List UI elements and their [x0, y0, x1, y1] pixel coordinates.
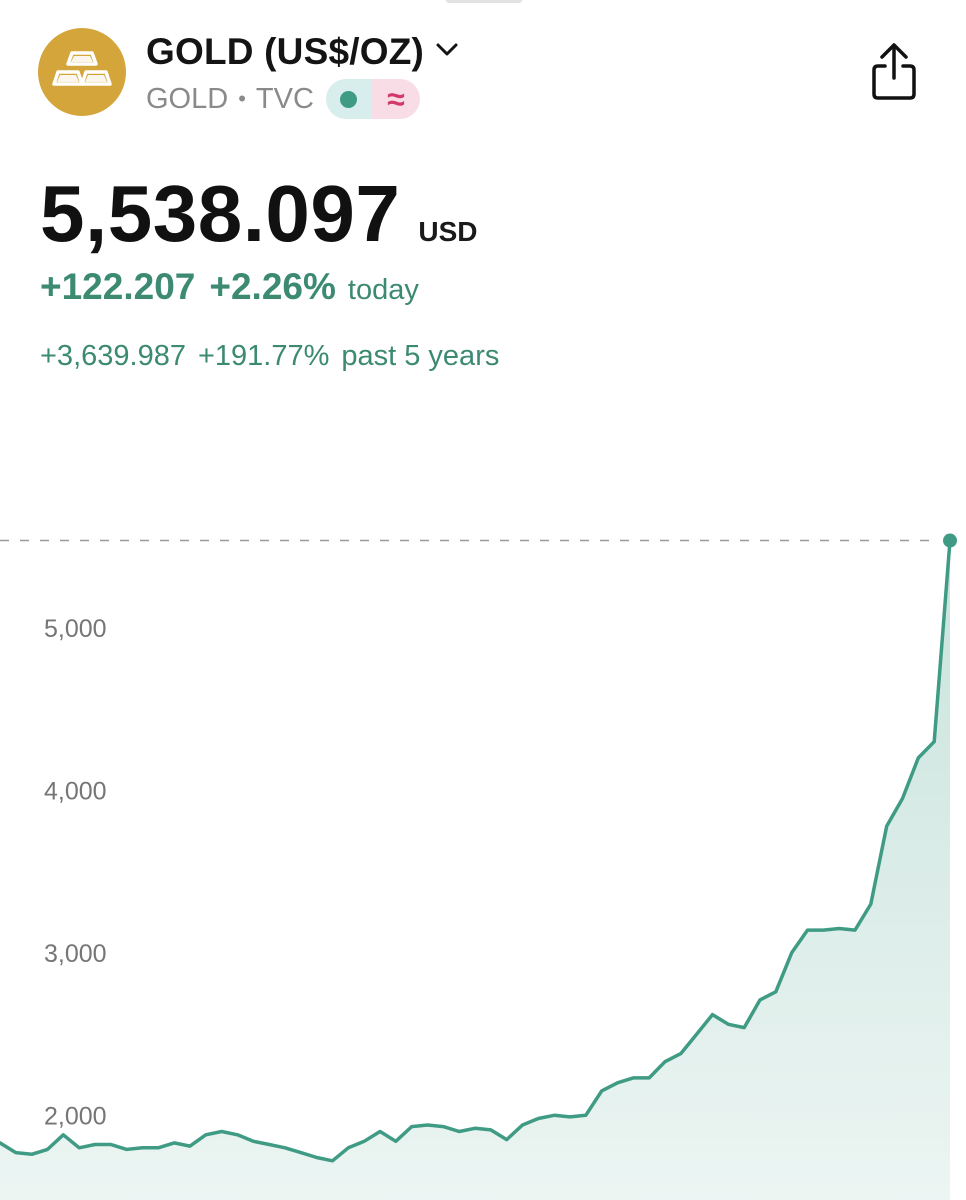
sheet-handle[interactable]	[446, 0, 522, 3]
current-price: 5,538.097	[40, 169, 401, 258]
symbol-selector[interactable]: GOLD (US$/OZ)	[146, 30, 458, 74]
price-chart[interactable]: 2,000 3,000 4,000 5,000	[0, 500, 966, 1200]
y-tick-label: 4,000	[44, 777, 107, 805]
change-period-percent: +191.77%	[197, 340, 330, 372]
exchange-name: TVC	[255, 82, 314, 115]
symbol-title: GOLD (US$/OZ)	[146, 31, 425, 72]
change-today-percent: +2.26%	[209, 266, 336, 307]
separator-dot: •	[238, 86, 246, 111]
gold-bars-icon	[38, 28, 126, 116]
currency-label: USD	[418, 216, 478, 247]
change-today-label: today	[347, 274, 419, 306]
price-line	[0, 538, 952, 1163]
symbol-code: GOLD	[146, 82, 229, 115]
price-area-fill	[0, 540, 950, 1200]
market-status-badges[interactable]: ≈	[325, 79, 420, 119]
delayed-data-icon[interactable]: ≈	[371, 79, 420, 119]
change-today: +122.207 +2.26% today	[40, 266, 419, 308]
share-icon[interactable]	[868, 42, 920, 102]
symbol-subtitle: GOLD • TVC ≈	[146, 78, 420, 120]
change-period: +3,639.987 +191.77% past 5 years	[40, 340, 499, 373]
change-period-value: +3,639.987	[40, 340, 186, 372]
y-tick-label: 5,000	[44, 615, 107, 643]
change-today-value: +122.207	[40, 266, 196, 307]
y-tick-label: 2,000	[44, 1102, 107, 1130]
y-tick-label: 3,000	[44, 940, 107, 968]
price-row: 5,538.097 USD	[40, 168, 478, 260]
chevron-down-icon	[436, 43, 458, 62]
last-price-marker[interactable]	[943, 533, 957, 548]
live-status-icon[interactable]	[325, 79, 372, 119]
change-period-label: past 5 years	[341, 340, 500, 372]
